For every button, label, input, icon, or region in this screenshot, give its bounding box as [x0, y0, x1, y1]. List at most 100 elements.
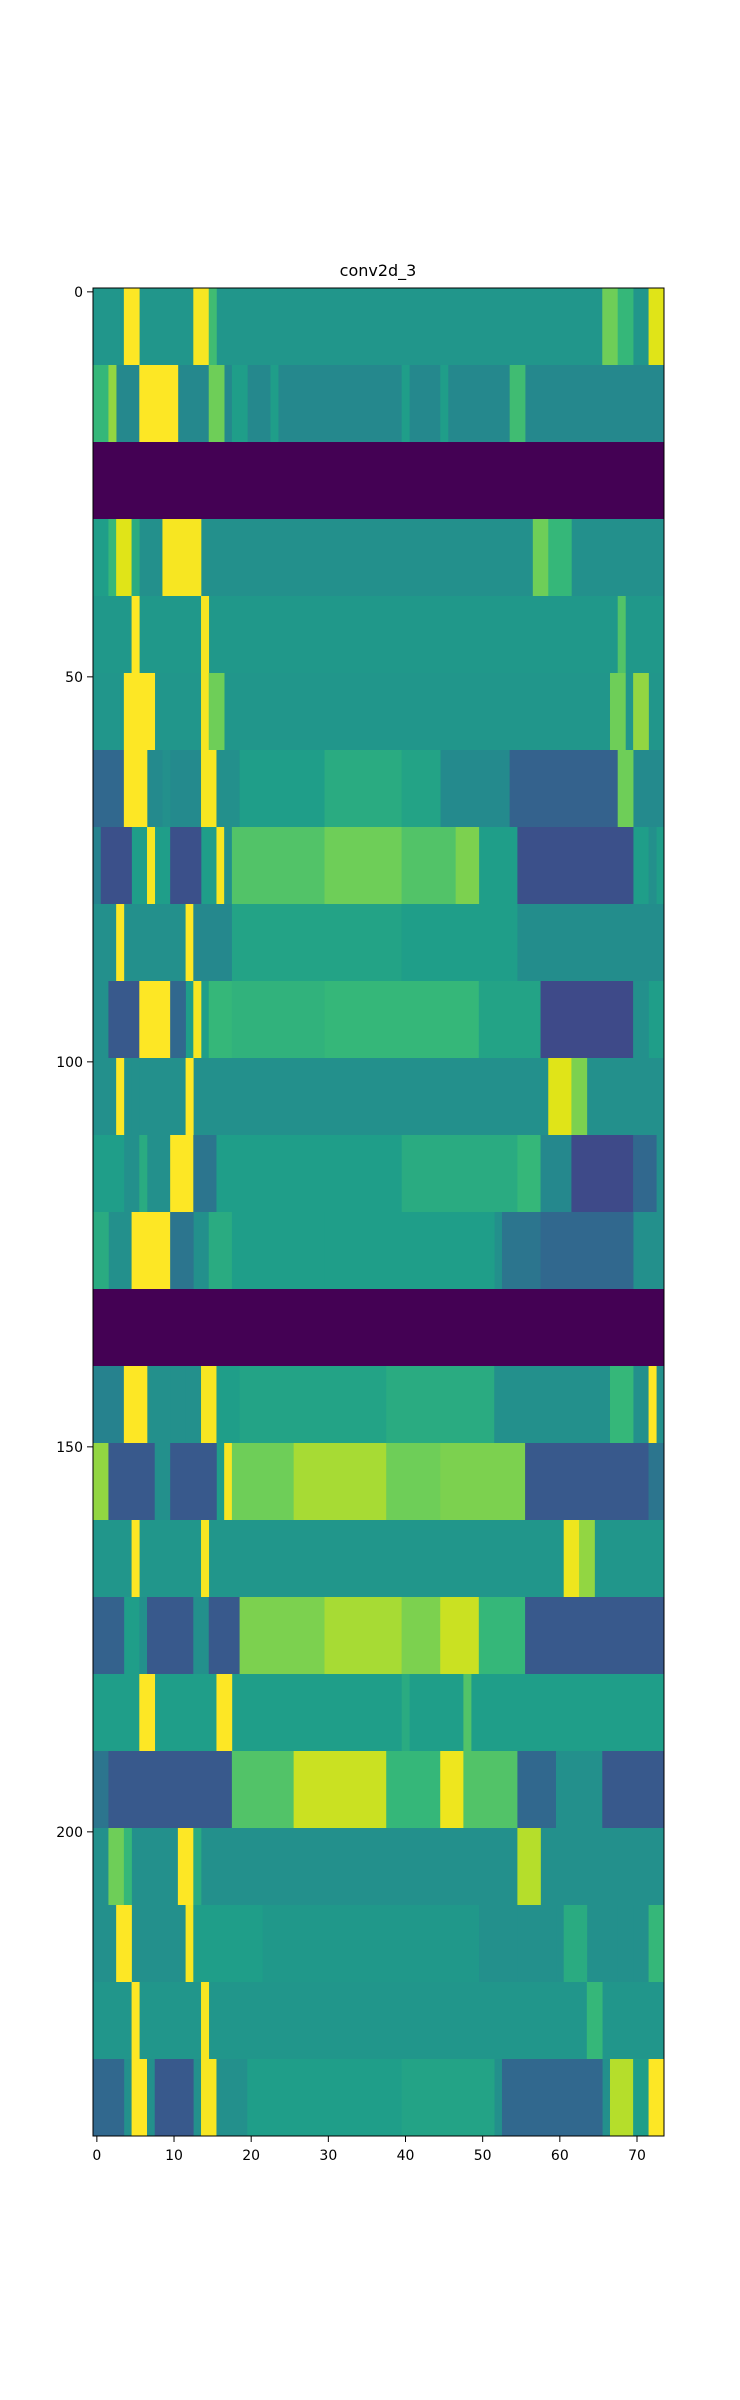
- heatmap-cell-17-3: [193, 1597, 210, 1675]
- heatmap-cell-7-10: [517, 827, 634, 905]
- heatmap-cell-7-9: [455, 827, 480, 905]
- heatmap-cell-15-4: [224, 1443, 233, 1521]
- heatmap-cell-17-2: [147, 1597, 194, 1675]
- x-tick-label-1: 10: [165, 2148, 183, 2164]
- heatmap-cell-1-5: [270, 365, 279, 443]
- heatmap-cell-20-0: [108, 1828, 125, 1906]
- heatmap-band-13: [93, 1289, 664, 1367]
- heatmap-cell-14-5: [239, 1366, 387, 1444]
- heatmap-cell-9-9: [540, 981, 634, 1059]
- heatmap-cell-21-1: [185, 1905, 194, 1983]
- heatmap-cell-15-9: [525, 1443, 649, 1521]
- heatmap-cell-9-8: [478, 981, 541, 1059]
- heatmap-cell-12-0: [93, 1212, 109, 1290]
- y-tick-label-3: 150: [56, 1440, 83, 1456]
- heatmap-cell-15-1: [108, 1443, 156, 1521]
- heatmap-cell-3-0: [93, 519, 109, 597]
- heatmap-cell-11-4: [216, 1135, 402, 1213]
- heatmap-cell-1-3: [208, 365, 225, 443]
- heatmap-cell-12-5: [324, 1212, 495, 1290]
- heatmap-band-5: [93, 673, 664, 751]
- heatmap-cell-11-3: [193, 1135, 217, 1213]
- heatmap-cell-5-4: [633, 673, 649, 751]
- heatmap-cell-3-6: [532, 519, 549, 597]
- heatmap-cell-23-11: [648, 2059, 665, 2137]
- heatmap-cell-11-9: [633, 1135, 657, 1213]
- y-tick-label-4: 200: [56, 1825, 83, 1841]
- heatmap-cell-10-4: [571, 1058, 588, 1136]
- heatmap-cell-21-0: [116, 1905, 132, 1983]
- heatmap-cell-8-1: [185, 904, 194, 982]
- heatmap-cell-14-4: [216, 1366, 240, 1444]
- y-axis: 0 50 100 150 200: [56, 285, 93, 1841]
- heatmap-cell-17-8: [440, 1597, 480, 1675]
- heatmap-cell-5-2: [208, 673, 225, 751]
- heatmap-cell-15-8: [440, 1443, 526, 1521]
- heatmap-cell-18-0: [139, 1674, 156, 1752]
- x-tick-label-6: 60: [551, 2148, 569, 2164]
- heatmap-cell-11-7: [540, 1135, 572, 1213]
- heatmap-cell-20-2: [177, 1828, 194, 1906]
- heatmap-cell-0-1: [193, 288, 210, 366]
- heatmap-band-0: [93, 288, 664, 366]
- heatmap-cell-6-5: [239, 750, 325, 828]
- heatmap-cell-18-1: [216, 1674, 233, 1752]
- heatmap-cell-0-5: [648, 288, 665, 366]
- heatmap-band-18: [93, 1674, 664, 1752]
- heatmap-cell-14-6: [386, 1366, 495, 1444]
- heatmap-cell-21-6: [617, 1905, 634, 1983]
- heatmap-cell-9-3: [170, 981, 186, 1059]
- heatmap-cell-11-1: [139, 1135, 148, 1213]
- heatmap-cell-20-1: [123, 1828, 132, 1906]
- heatmap-cell-0-4: [617, 288, 634, 366]
- heatmap-cell-1-1: [108, 365, 117, 443]
- heatmap-cell-21-5: [563, 1905, 588, 1983]
- heatmap-cell-12-3: [208, 1212, 233, 1290]
- heatmap-cell-11-8: [571, 1135, 634, 1213]
- x-tick-label-3: 30: [319, 2148, 337, 2164]
- heatmap-cell-1-7: [440, 365, 449, 443]
- heatmap-band-4: [93, 596, 664, 674]
- heatmap-cell-14-3: [201, 1366, 217, 1444]
- heatmap-cell-9-7: [324, 981, 480, 1059]
- chart-title: conv2d_3: [340, 261, 417, 281]
- heatmap-cell-6-8: [509, 750, 619, 828]
- heatmap-cell-11-2: [170, 1135, 194, 1213]
- heatmap-cell-11-0: [93, 1135, 125, 1213]
- heatmap-cell-14-7: [494, 1366, 611, 1444]
- heatmap-cell-6-6: [324, 750, 402, 828]
- heatmap-cell-10-1: [131, 1058, 140, 1136]
- heatmap-cell-7-7: [324, 827, 402, 905]
- heatmap-cell-6-4: [216, 750, 240, 828]
- heatmap-cells: [93, 288, 665, 2137]
- heatmap-cell-9-4: [193, 981, 202, 1059]
- heatmap-cell-9-10: [633, 981, 649, 1059]
- heatmap-cell-22-2: [586, 1982, 603, 2060]
- heatmap-cell-9-2: [139, 981, 171, 1059]
- heatmap-cell-3-1: [108, 519, 117, 597]
- heatmap-cell-8-5: [517, 904, 665, 982]
- heatmap-cell-23-8: [501, 2059, 603, 2137]
- heatmap-cell-21-7: [648, 1905, 665, 1983]
- x-tick-label-4: 40: [397, 2148, 415, 2164]
- heatmap-band-1: [93, 365, 664, 443]
- heatmap-cell-3-7: [548, 519, 572, 597]
- heatmap-cell-3-2: [116, 519, 132, 597]
- heatmap-cell-23-7: [401, 2059, 495, 2137]
- heatmap-cell-6-9: [617, 750, 634, 828]
- plot-frame: [92, 287, 665, 2137]
- heatmap-cell-17-6: [324, 1597, 402, 1675]
- heatmap-cell-8-3: [231, 904, 402, 982]
- heatmap-cell-23-2: [147, 2059, 156, 2137]
- heatmap-cell-7-1: [100, 827, 132, 905]
- heatmap-cell-1-8: [509, 365, 526, 443]
- heatmap-cell-4-2: [617, 596, 626, 674]
- heatmap-cell-14-1: [123, 1366, 148, 1444]
- heatmap-cell-23-4: [201, 2059, 217, 2137]
- x-tick-label-0: 0: [92, 2148, 101, 2164]
- heatmap-cell-14-0: [93, 1366, 125, 1444]
- heatmap-band-2: [93, 442, 664, 520]
- x-tick-label-7: 70: [628, 2148, 646, 2164]
- heatmap-cell-1-0: [93, 365, 109, 443]
- heatmap-cell-0-3: [602, 288, 619, 366]
